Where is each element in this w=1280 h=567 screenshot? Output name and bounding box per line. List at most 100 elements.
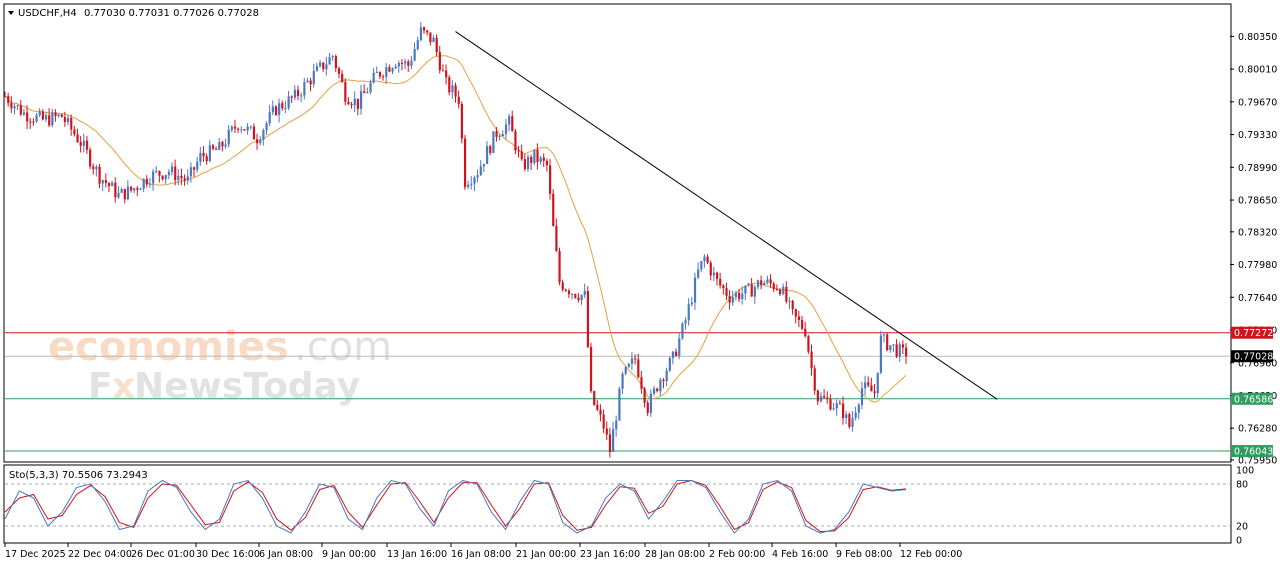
- candle-body: [801, 320, 804, 329]
- time-tick-label: 28 Jan 08:00: [645, 549, 705, 560]
- candle-body: [303, 82, 306, 96]
- candle-body: [778, 289, 782, 294]
- candle-body: [76, 134, 79, 142]
- price-badge-label-support1: 0.76586: [1234, 394, 1273, 405]
- candle-body: [854, 412, 857, 418]
- candle-body: [38, 111, 41, 116]
- ohlc-readout: 0.77030 0.77031 0.77026 0.77028: [84, 8, 259, 19]
- candle-body: [111, 182, 114, 187]
- candle-body: [571, 293, 574, 295]
- candle-body: [693, 277, 697, 303]
- candle-body: [508, 116, 511, 125]
- candle-body: [218, 141, 221, 150]
- candle-body: [624, 366, 627, 374]
- candle-body: [703, 256, 706, 262]
- candle-body: [763, 282, 766, 286]
- level-lines: [5, 332, 1230, 452]
- candle-body: [48, 115, 51, 126]
- candle-body: [599, 409, 602, 415]
- candle-body: [142, 178, 145, 189]
- candle-body: [492, 131, 495, 153]
- candle-body: [725, 288, 728, 296]
- candle-body: [823, 396, 826, 398]
- candle-body: [794, 309, 797, 317]
- candle-body: [630, 358, 634, 364]
- candle-body: [98, 166, 101, 184]
- candle-body: [334, 56, 337, 69]
- candle-body: [876, 372, 879, 394]
- candle-body: [407, 61, 410, 66]
- candle-body: [608, 434, 612, 452]
- candle-body: [643, 388, 646, 403]
- candle-body: [26, 112, 29, 122]
- candle-body: [167, 172, 171, 175]
- candle-body: [274, 106, 278, 115]
- candle-body: [697, 269, 700, 278]
- candle-body: [905, 347, 908, 357]
- candle-body: [133, 188, 136, 191]
- candle-body: [22, 112, 26, 115]
- candle-body: [180, 175, 183, 179]
- candle-body: [769, 279, 772, 284]
- candle-body: [155, 171, 158, 173]
- candle-body: [734, 292, 738, 298]
- candle-body: [337, 68, 341, 74]
- stoch-tick-label: 20: [1236, 522, 1248, 533]
- candle-body: [136, 188, 139, 190]
- candle-body: [419, 27, 423, 41]
- time-tick-label: 9 Jan 00:00: [322, 549, 376, 560]
- candle-body: [583, 291, 586, 295]
- candle-body: [435, 37, 438, 53]
- candle-body: [662, 379, 665, 381]
- candle-body: [561, 282, 564, 290]
- price-badges: 0.77272 0.77028 0.76586 0.76043: [1231, 326, 1273, 458]
- candle-body: [460, 104, 464, 139]
- candle-body: [101, 180, 104, 184]
- candle-body: [574, 293, 577, 298]
- stochastic-oscillator: 100 80 20 0: [4, 466, 1254, 547]
- candle-body: [51, 112, 54, 126]
- candle-body: [429, 32, 432, 43]
- candle-body: [555, 226, 558, 251]
- candle-body: [196, 161, 199, 170]
- candle-body: [422, 27, 426, 31]
- candle-body: [79, 141, 82, 146]
- candle-body: [539, 157, 542, 162]
- candle-body: [816, 390, 819, 402]
- trendline-layer[interactable]: [455, 31, 998, 400]
- time-tick-label: 9 Feb 08:00: [836, 549, 892, 560]
- candle-body: [851, 417, 854, 427]
- candle-body: [145, 178, 148, 185]
- candle-body: [467, 184, 470, 188]
- candle-body: [486, 146, 489, 164]
- candle-body: [593, 391, 596, 405]
- candle-body: [845, 414, 848, 418]
- candle-body: [511, 116, 514, 132]
- candle-body: [107, 183, 111, 187]
- candle-body: [268, 112, 271, 124]
- candle-body: [760, 280, 763, 286]
- candle-body: [898, 344, 901, 357]
- candle-body: [819, 396, 823, 402]
- candle-body: [766, 279, 769, 283]
- candle-body: [637, 359, 640, 378]
- candle-body: [756, 280, 760, 288]
- candle-body: [312, 70, 315, 85]
- candle-body: [441, 70, 445, 72]
- candle-body: [552, 193, 555, 227]
- candle-body: [879, 335, 882, 373]
- candle-body: [517, 150, 520, 152]
- candle-body: [148, 183, 152, 185]
- candle-body: [341, 73, 344, 83]
- candle-body: [470, 183, 473, 185]
- price-tick-label: 0.77980: [1238, 260, 1277, 271]
- candle-body: [882, 334, 886, 336]
- candle-body: [249, 126, 252, 128]
- candle-body: [870, 385, 873, 392]
- candle-body: [426, 30, 429, 33]
- candle-body: [120, 188, 123, 193]
- candle-body: [183, 178, 186, 181]
- watermark-logo: economies .com F x NewsToday: [48, 324, 392, 407]
- collapse-triangle-icon[interactable]: [8, 11, 14, 15]
